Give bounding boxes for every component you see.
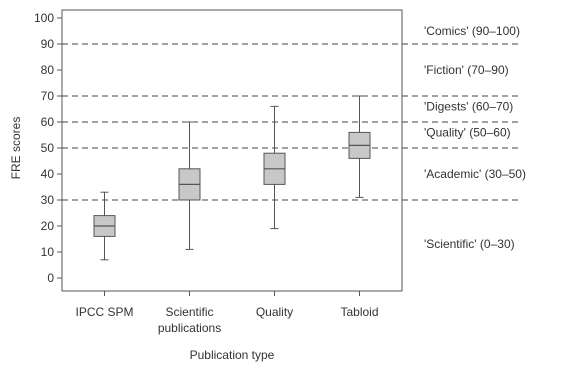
x-axis-label: Publication type <box>190 348 275 362</box>
band-label-3: 'Quality' (50–60) <box>424 125 511 139</box>
box-3 <box>348 95 371 198</box>
y-axis-label: FRE scores <box>9 117 23 180</box>
x-tick-label-0-0: IPCC SPM <box>75 305 133 319</box>
y-tick-label-0: 0 <box>47 271 54 285</box>
x-tick-label-3-0: Tabloid <box>340 305 378 319</box>
y-tick-label-3: 30 <box>41 193 55 207</box>
band-label-5: 'Scientific' (0–30) <box>424 237 515 251</box>
box-1 <box>178 121 201 250</box>
y-tick-label-8: 80 <box>41 63 55 77</box>
y-tick-label-1: 10 <box>41 245 55 259</box>
reference-lines <box>62 43 522 201</box>
y-tick-label-10: 100 <box>34 11 54 25</box>
y-tick-label-4: 40 <box>41 167 55 181</box>
box-0 <box>93 191 116 261</box>
x-tick-label-1-0: Scientific <box>165 305 213 319</box>
y-tick-label-7: 70 <box>41 89 55 103</box>
band-label-0: 'Comics' (90–100) <box>424 24 520 38</box>
x-axis: IPCC SPM Scientific publications Quality Tab… <box>75 291 379 335</box>
box-series <box>93 95 371 261</box>
y-tick-label-9: 90 <box>41 37 55 51</box>
y-tick-label-2: 20 <box>41 219 55 233</box>
y-tick-label-5: 50 <box>41 141 55 155</box>
x-tick-label-1-1: publications <box>158 321 221 335</box>
band-labels: 'Comics' (90–100) 'Fiction' (70–90) 'Diges… <box>424 24 526 251</box>
band-label-4: 'Academic' (30–50) <box>424 167 526 181</box>
band-label-2: 'Digests' (60–70) <box>424 99 513 113</box>
y-tick-label-6: 60 <box>41 115 55 129</box>
band-label-1: 'Fiction' (70–90) <box>424 63 509 77</box>
y-axis: 0 10 20 30 40 50 60 70 80 90 100 <box>34 11 62 285</box>
x-tick-label-2-0: Quality <box>256 305 293 319</box>
plot-frame <box>61 9 403 292</box>
box-2 <box>263 105 286 230</box>
